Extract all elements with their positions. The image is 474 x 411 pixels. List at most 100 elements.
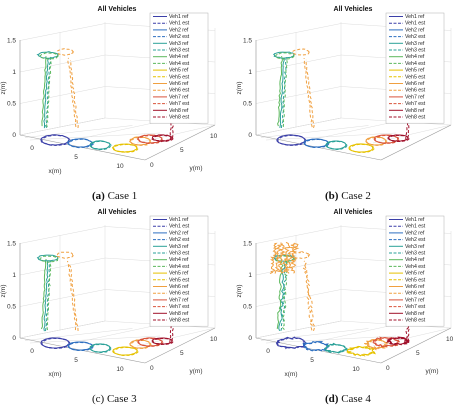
trajectory-veh3-ref bbox=[36, 51, 59, 59]
trajectory-veh6-ref bbox=[56, 48, 74, 56]
trajectory-veh2-ref bbox=[67, 341, 93, 351]
trajectory-veh6-ref bbox=[364, 338, 389, 351]
legend-label: Veh6 ref bbox=[405, 81, 425, 87]
legend-label: Veh7 est bbox=[405, 101, 426, 107]
trajectory-veh3-ref bbox=[272, 51, 295, 59]
x-tick-label: 10 bbox=[352, 366, 360, 373]
trajectory-veh5-est bbox=[113, 347, 139, 357]
legend-label: Veh3 ref bbox=[169, 244, 189, 250]
legend-label: Veh5 ref bbox=[405, 68, 425, 74]
caption-d-letter: (d) bbox=[325, 393, 339, 405]
trajectory-veh1-est bbox=[276, 337, 308, 350]
grid-floor-y bbox=[19, 320, 106, 339]
trajectory-veh6-ref bbox=[281, 241, 291, 274]
legend-label: Veh7 est bbox=[169, 304, 190, 310]
z-tick-label: 0.5 bbox=[243, 304, 252, 311]
legend-label: Veh7 ref bbox=[169, 94, 189, 100]
trajectory-veh3-ref bbox=[89, 343, 111, 353]
legend-label: Veh6 est bbox=[169, 291, 190, 297]
legend-label: Veh2 ref bbox=[405, 27, 425, 33]
trajectory-veh7-est bbox=[373, 337, 401, 348]
grid-floor-y bbox=[314, 121, 397, 140]
trajectory-veh8-est bbox=[388, 134, 410, 143]
z-tick-label: 0.5 bbox=[7, 304, 16, 311]
trajectory-veh5-est bbox=[349, 143, 375, 154]
trajectory-veh3-est bbox=[90, 140, 112, 151]
x-tick-label: 10 bbox=[116, 163, 124, 170]
trajectory-veh6-ref bbox=[69, 262, 79, 331]
trajectory-veh6-ref bbox=[129, 339, 151, 349]
x-tick-label: 10 bbox=[116, 366, 124, 373]
legend-label: Veh3 ref bbox=[405, 41, 425, 47]
legend-label: Veh1 est bbox=[405, 224, 426, 230]
trajectory-veh6-ref bbox=[269, 242, 278, 275]
grid-floor-y bbox=[255, 320, 342, 339]
trajectory-veh6-ref bbox=[289, 242, 300, 274]
trajectory-veh3-est bbox=[325, 343, 348, 354]
grid-floor-y bbox=[372, 124, 452, 144]
trajectory-veh6-est bbox=[303, 57, 313, 128]
trajectory-veh5-est bbox=[347, 346, 376, 357]
trajectory-veh6-ref bbox=[365, 136, 387, 146]
y-tick-label: 0 bbox=[386, 365, 390, 372]
y-tick-label: 10 bbox=[210, 133, 218, 140]
legend-label: Veh8 ref bbox=[169, 311, 189, 317]
trajectory-veh1-est bbox=[41, 337, 71, 349]
y-axis-label: y(m) bbox=[190, 165, 203, 172]
legend-label: Veh8 est bbox=[405, 318, 426, 324]
legend-label: Veh6 ref bbox=[169, 284, 189, 290]
trajectory-veh6-est bbox=[365, 339, 389, 351]
z-tick-label: 1.5 bbox=[7, 38, 16, 45]
trajectory-veh6-ref bbox=[129, 136, 151, 146]
legend-label: Veh8 est bbox=[169, 318, 190, 324]
trajectory-veh3-ref bbox=[36, 254, 59, 262]
legend-label: Veh5 est bbox=[405, 277, 426, 283]
trajectory-veh6-ref bbox=[69, 60, 79, 129]
caption-c: (c) Case 3 bbox=[92, 393, 137, 405]
trajectory-veh6-ref bbox=[304, 262, 316, 332]
legend-label: Veh1 est bbox=[169, 21, 190, 27]
chart-panel-3: All Vehicles 0 0.5 1 1.5 z(m) 0 5 10 x(m) 0 5 10 y(m)… bbox=[0, 209, 218, 378]
trajectory-veh4-est bbox=[46, 259, 52, 331]
legend-label: Veh1 est bbox=[405, 21, 426, 27]
legend-label: Veh2 ref bbox=[169, 230, 189, 236]
chart-panel-1: All Vehicles 0 0.5 1 1.5 z(m) 0 5 10 x(m) 0 5 10 y(m)… bbox=[0, 6, 218, 175]
caption-c-text: Case 3 bbox=[106, 393, 137, 405]
legend-label: Veh3 ref bbox=[405, 244, 425, 250]
trajectory-veh6-ref bbox=[292, 48, 310, 56]
trajectory-veh4-est bbox=[282, 56, 288, 127]
trajectory-veh3-est bbox=[45, 260, 51, 332]
trajectory-veh3-ref bbox=[43, 57, 49, 129]
grid-floor-y bbox=[19, 117, 106, 136]
x-axis-label: x(m) bbox=[49, 371, 62, 378]
legend-label: Veh6 est bbox=[405, 291, 426, 297]
trajectory-veh3-ref bbox=[279, 57, 285, 128]
grid-floor-y bbox=[314, 324, 397, 343]
trajectory-veh2-est bbox=[304, 139, 330, 148]
grid-floor-x bbox=[29, 132, 161, 141]
trajectory-veh5-ref bbox=[111, 143, 138, 153]
caption-a: (a) Case 1 bbox=[92, 190, 137, 202]
trajectory-veh3-est bbox=[90, 343, 112, 354]
y-tick-label: 0 bbox=[150, 365, 154, 372]
legend-label: Veh2 est bbox=[405, 237, 426, 243]
trajectory-veh6-ref bbox=[276, 243, 286, 274]
y-tick-label: 5 bbox=[180, 147, 184, 154]
legend-label: Veh2 est bbox=[169, 237, 190, 243]
z-tick-label: 0 bbox=[248, 132, 252, 139]
z-tick-label: 1.5 bbox=[243, 38, 252, 45]
x-tick-label: 5 bbox=[310, 357, 314, 364]
legend-box bbox=[385, 215, 445, 327]
trajectory-veh6-est bbox=[67, 260, 77, 331]
grid-floor-y bbox=[78, 324, 161, 343]
legend-label: Veh4 ref bbox=[169, 257, 189, 263]
legend-label: Veh2 est bbox=[405, 34, 426, 40]
y-tick-label: 5 bbox=[180, 350, 184, 357]
legend-label: Veh4 est bbox=[169, 61, 190, 67]
grid-floor-y bbox=[372, 327, 452, 347]
z-tick-label: 1 bbox=[12, 69, 16, 76]
